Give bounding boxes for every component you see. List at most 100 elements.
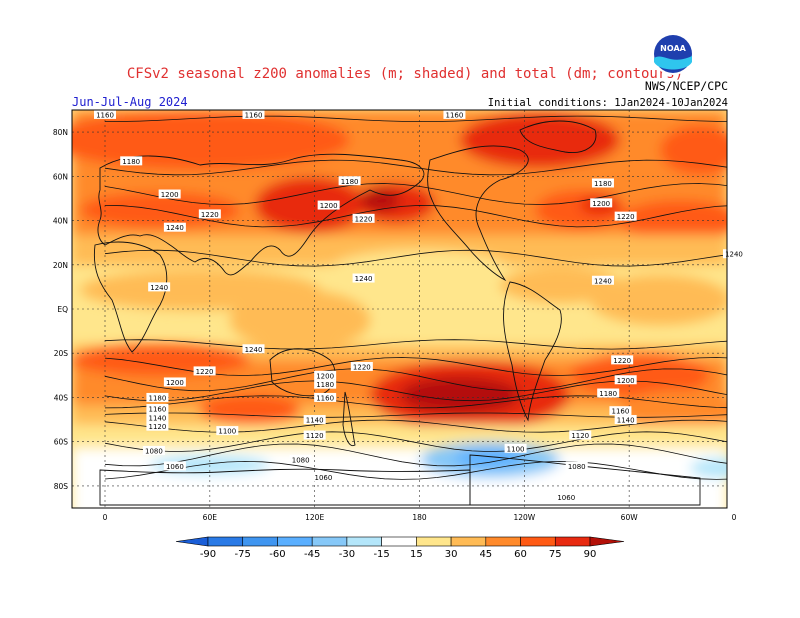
contour-line — [104, 431, 727, 453]
contour-label-bg — [242, 109, 265, 119]
contour-line — [104, 395, 727, 409]
colorbar-label: 90 — [584, 549, 597, 560]
contour-label-bg — [146, 412, 169, 422]
shaded-anomalies — [72, 110, 727, 508]
colorbar-box — [485, 536, 521, 547]
contour-label: 1200 — [592, 200, 610, 208]
lat-tick-label: 80S — [54, 482, 69, 491]
colorbar-label: -30 — [339, 549, 355, 560]
contour-label: 1200 — [320, 202, 338, 210]
contour-line — [104, 412, 727, 418]
contour-label-bg — [163, 377, 186, 387]
contour-label: 1220 — [355, 215, 373, 223]
contour-label: 1160 — [149, 406, 167, 414]
contour-label-bg — [555, 492, 578, 502]
contour-label: 1220 — [613, 357, 631, 365]
contour-label: 1240 — [355, 275, 373, 283]
contour-label: 1200 — [166, 379, 184, 387]
chart-title: CFSv2 seasonal z200 anomalies (m; shaded… — [126, 66, 684, 82]
contour-label-bg — [242, 344, 265, 354]
height-contours — [104, 115, 727, 480]
contour-label: 1100 — [507, 445, 525, 453]
contour-label: 1120 — [306, 432, 324, 440]
contour-label: 1140 — [149, 414, 167, 422]
colorbar-box — [207, 536, 244, 547]
contour-label: 1240 — [594, 277, 612, 285]
colorbar-box — [242, 536, 278, 547]
lon-tick-label: 0 — [732, 513, 737, 522]
contour-line — [104, 339, 727, 350]
contour-label-bg — [163, 461, 186, 471]
contour-label-bg — [611, 355, 634, 365]
contour-label-bg — [312, 472, 335, 482]
contour-label: 1240 — [166, 224, 184, 232]
lon-tick-label: 120E — [305, 513, 324, 522]
contour-label-bg — [614, 415, 637, 425]
contour-label-bg — [590, 198, 613, 208]
colorbar-label: 60 — [514, 549, 527, 560]
contour-line — [104, 443, 727, 467]
contour-label: 1080 — [145, 448, 163, 456]
colorbar-box — [381, 536, 417, 547]
contour-line — [104, 115, 727, 123]
contour-label: 1200 — [316, 372, 334, 380]
contour-line — [104, 249, 727, 267]
contour-label: 1240 — [245, 346, 263, 354]
colorbar-label: 15 — [410, 549, 423, 560]
contour-label: 1080 — [292, 456, 310, 464]
colorbar-label: -90 — [200, 549, 216, 560]
contour-label: 1060 — [166, 463, 184, 471]
contour-line — [104, 183, 727, 205]
colorbar-label: -15 — [373, 549, 389, 560]
lat-lon-grid — [72, 110, 727, 508]
contour-line — [104, 204, 727, 228]
contour-label-bg — [609, 406, 632, 416]
contour-line — [104, 368, 727, 392]
colorbar-box — [416, 536, 452, 547]
contour-label: 1160 — [446, 111, 464, 119]
contour-label: 1240 — [725, 251, 743, 259]
contour-label-bg — [614, 375, 637, 385]
contour-label-bg — [289, 454, 312, 464]
contour-label: 1220 — [353, 363, 371, 371]
contour-label-bg — [303, 415, 326, 425]
contour-label-bg — [146, 421, 169, 431]
contour-label-bg — [597, 388, 620, 398]
contour-label: 1200 — [617, 377, 635, 385]
contour-label: 1160 — [612, 408, 630, 416]
contour-label: 1060 — [314, 474, 332, 482]
contour-label: 1140 — [617, 417, 635, 425]
contour-label-bg — [146, 392, 169, 402]
colorbar-arrow-right — [589, 536, 625, 547]
lon-tick-label: 120W — [513, 513, 535, 522]
lon-tick-label: 60W — [621, 513, 639, 522]
contour-label: 1180 — [341, 178, 359, 186]
colorbar-label: -75 — [235, 549, 251, 560]
contour-label-bg — [317, 200, 340, 210]
axis-labels: 80N 60N 40N 20N EQ 20S 40S 60S 80S 0 60E 120E 180 120… — [53, 128, 737, 522]
contour-label-bg — [148, 282, 171, 292]
contour-label-bg — [722, 249, 745, 259]
contour-label-bg — [565, 461, 588, 471]
lat-tick-label: 20S — [54, 349, 69, 358]
contour-label-bg — [163, 222, 186, 232]
lon-tick-label: 60E — [203, 513, 218, 522]
colorbar-label: -60 — [269, 549, 285, 560]
season-label: Jun-Jul-Aug 2024 — [72, 95, 188, 109]
contour-label-bg — [142, 446, 165, 456]
contour-label: 1160 — [96, 111, 114, 119]
contour-label-bg — [120, 156, 143, 166]
contour-label: 1160 — [316, 394, 334, 402]
contour-label: 1080 — [568, 463, 586, 471]
contour-label: 1160 — [245, 111, 263, 119]
contour-label-bg — [338, 176, 361, 186]
contour-label-bg — [591, 178, 614, 188]
contour-label: 1100 — [218, 428, 236, 436]
lat-tick-label: EQ — [57, 305, 68, 314]
contour-label-bg — [350, 361, 373, 371]
contour-label-bg — [443, 109, 466, 119]
lat-tick-label: 20N — [53, 261, 68, 270]
contour-label-bg — [314, 370, 337, 380]
colorbar-arrow-left — [175, 536, 209, 547]
colorbar-label: 75 — [549, 549, 562, 560]
